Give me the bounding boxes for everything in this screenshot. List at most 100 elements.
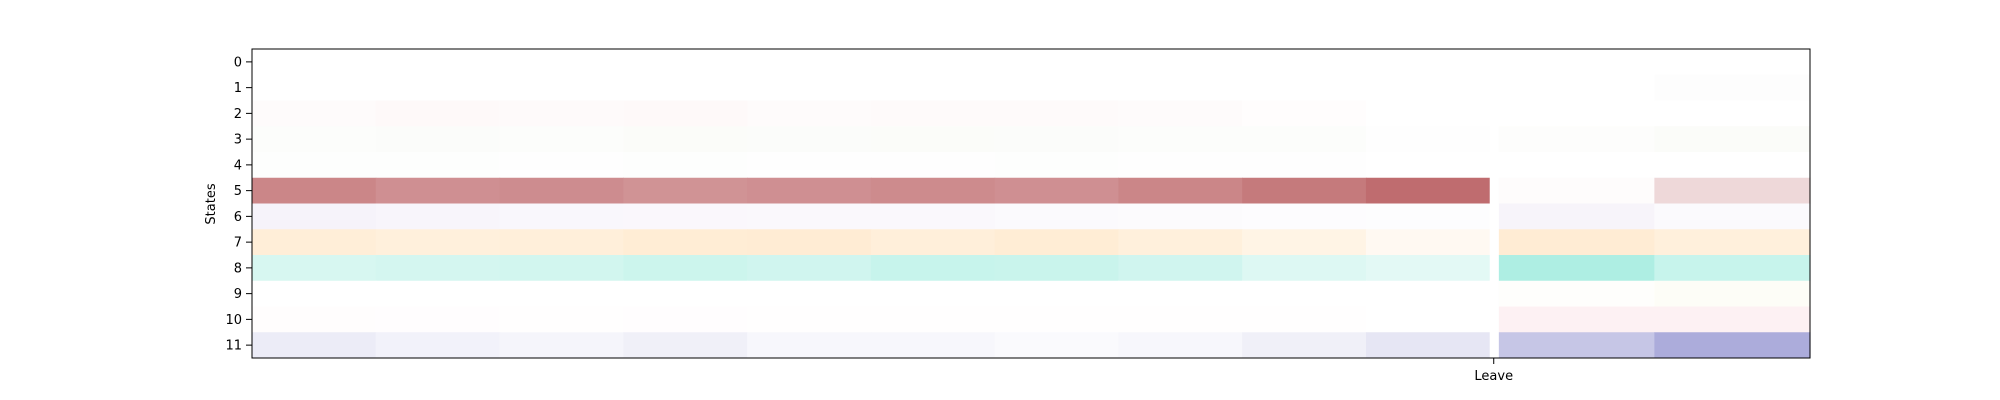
heatmap-cell — [1365, 229, 1491, 256]
heatmap-cell — [1498, 177, 1655, 204]
y-tick-label: 7 — [234, 236, 242, 251]
heatmap-cell — [747, 126, 872, 153]
heatmap-cell — [1365, 100, 1491, 127]
heatmap-cell — [375, 229, 501, 256]
heatmap-cell — [1118, 306, 1243, 333]
heatmap-cell — [747, 280, 872, 307]
heatmap-cell — [499, 229, 624, 256]
heatmap-cell — [1118, 100, 1243, 127]
heatmap-cell — [1242, 49, 1367, 76]
heatmap-cell — [1242, 306, 1367, 333]
heatmap-cell — [994, 49, 1120, 76]
heatmap-cell — [252, 203, 377, 230]
heatmap-cell — [1118, 255, 1243, 282]
heatmap-cell — [1654, 203, 1811, 230]
heatmap-cell — [1118, 280, 1243, 307]
heatmap-cell — [870, 74, 996, 101]
heatmap-cell — [1654, 255, 1811, 282]
heatmap-cell — [1498, 255, 1655, 282]
heatmap-cell — [1365, 49, 1491, 76]
heatmap-cell — [1118, 74, 1243, 101]
heatmap-cell — [623, 306, 748, 333]
heatmap-cell — [1654, 74, 1811, 101]
y-tick-label: 10 — [225, 313, 242, 328]
heatmap-cell — [1242, 100, 1367, 127]
heatmap-cell — [1365, 280, 1491, 307]
heatmap-cell — [747, 152, 872, 179]
y-tick-label: 2 — [234, 107, 242, 122]
heatmap-cell — [623, 332, 748, 359]
heatmap-cell — [994, 100, 1120, 127]
heatmap-cell — [870, 229, 996, 256]
y-tick-label: 4 — [234, 158, 242, 173]
heatmap-cell — [375, 74, 501, 101]
heatmap-cell — [252, 280, 377, 307]
heatmap-cell — [1365, 74, 1491, 101]
heatmap-cell — [747, 177, 872, 204]
heatmap-cell — [870, 306, 996, 333]
heatmap-cell — [499, 126, 624, 153]
heatmap-cell — [870, 177, 996, 204]
heatmap-cell — [499, 152, 624, 179]
heatmap-cell — [499, 306, 624, 333]
heatmap-cell — [870, 255, 996, 282]
heatmap-cell — [870, 203, 996, 230]
heatmap-cell — [747, 49, 872, 76]
heatmap-cell — [1654, 229, 1811, 256]
heatmap-cell — [623, 126, 748, 153]
heatmap-cell — [1498, 152, 1655, 179]
heatmap-cell — [499, 49, 624, 76]
heatmap-cell — [1498, 203, 1655, 230]
heatmap-cell — [1242, 126, 1367, 153]
heatmap-cell — [1654, 49, 1811, 76]
heatmap-cell — [1498, 49, 1655, 76]
heatmap-cell — [623, 152, 748, 179]
heatmap-cell — [870, 100, 996, 127]
heatmap-cell — [994, 280, 1120, 307]
heatmap-cell — [1654, 152, 1811, 179]
heatmap-cell — [1242, 255, 1367, 282]
heatmap-cell — [1654, 332, 1811, 359]
heatmap-cell — [1118, 126, 1243, 153]
heatmap-cells — [252, 49, 1811, 359]
heatmap-cell — [747, 306, 872, 333]
heatmap-cell — [499, 280, 624, 307]
heatmap-cell — [1654, 126, 1811, 153]
heatmap-cell — [1498, 74, 1655, 101]
heatmap-cell — [870, 152, 996, 179]
heatmap-cell — [252, 229, 377, 256]
heatmap-cell — [623, 280, 748, 307]
heatmap-cell — [1242, 177, 1367, 204]
heatmap-cell — [499, 177, 624, 204]
heatmap-cell — [1365, 152, 1491, 179]
heatmap-cell — [252, 126, 377, 153]
heatmap-cell — [1365, 255, 1491, 282]
heatmap-cell — [623, 255, 748, 282]
heatmap-cell — [623, 229, 748, 256]
heatmap-cell — [252, 74, 377, 101]
axes-frame — [251, 48, 1811, 359]
x-tick-label: Leave — [1474, 369, 1513, 384]
heatmap-cell — [994, 255, 1120, 282]
y-tick-label: 1 — [234, 81, 242, 96]
heatmap-cell — [499, 255, 624, 282]
heatmap-cell — [375, 255, 501, 282]
heatmap-cell — [1365, 306, 1491, 333]
heatmap-cell — [252, 332, 377, 359]
heatmap-cell — [1498, 100, 1655, 127]
heatmap-cell — [252, 49, 377, 76]
heatmap-cell — [1498, 280, 1655, 307]
heatmap-cell — [375, 100, 501, 127]
heatmap-cell — [252, 100, 377, 127]
heatmap-cell — [994, 306, 1120, 333]
y-tick-label: 0 — [234, 55, 242, 70]
heatmap-cell — [994, 74, 1120, 101]
heatmap-cell — [1654, 280, 1811, 307]
heatmap-cell — [1498, 306, 1655, 333]
heatmap-cell — [1365, 126, 1491, 153]
heatmap-cell — [994, 229, 1120, 256]
heatmap-cell — [1654, 306, 1811, 333]
heatmap-cell — [623, 203, 748, 230]
heatmap-cell — [499, 100, 624, 127]
